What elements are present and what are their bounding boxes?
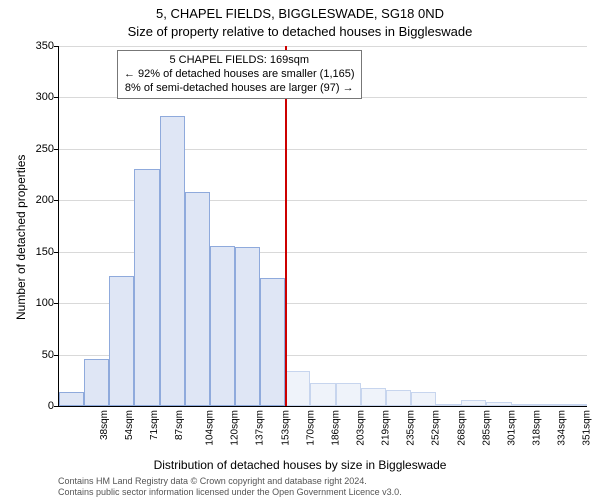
- xtick-label: 252sqm: [431, 410, 442, 446]
- xtick-label: 170sqm: [305, 410, 316, 446]
- histogram-bar: [310, 383, 335, 406]
- histogram-bar: [461, 400, 486, 406]
- histogram-bar: [336, 383, 361, 406]
- attribution-line1: Contains HM Land Registry data © Crown c…: [58, 476, 402, 487]
- chart-title-sub: Size of property relative to detached ho…: [0, 24, 600, 39]
- xtick-label: 285sqm: [481, 410, 492, 446]
- ytick-label: 350: [14, 40, 54, 52]
- histogram-bar: [260, 278, 285, 406]
- chart-container: 5, CHAPEL FIELDS, BIGGLESWADE, SG18 0ND …: [0, 0, 600, 500]
- xtick-label: 203sqm: [356, 410, 367, 446]
- xtick-label: 71sqm: [149, 410, 160, 440]
- ytick-mark: [54, 406, 58, 407]
- histogram-bar: [436, 404, 461, 406]
- ytick-label: 100: [14, 297, 54, 309]
- histogram-bar: [84, 359, 109, 406]
- histogram-bar: [386, 390, 411, 406]
- xtick-label: 54sqm: [124, 410, 135, 440]
- ytick-label: 50: [14, 349, 54, 361]
- histogram-bar: [411, 392, 436, 406]
- chart-title-main: 5, CHAPEL FIELDS, BIGGLESWADE, SG18 0ND: [0, 6, 600, 21]
- annotation-line: 5 CHAPEL FIELDS: 169sqm: [124, 54, 355, 68]
- attribution-line2: Contains public sector information licen…: [58, 487, 402, 498]
- ytick-label: 0: [14, 400, 54, 412]
- gridline: [59, 46, 587, 47]
- reference-line: [285, 46, 287, 406]
- histogram-bar: [512, 404, 537, 406]
- histogram-bar: [285, 371, 310, 406]
- ytick-mark: [54, 46, 58, 47]
- y-axis-label: Number of detached properties: [14, 155, 28, 320]
- xtick-label: 104sqm: [205, 410, 216, 446]
- xtick-label: 120sqm: [230, 410, 241, 446]
- ytick-label: 150: [14, 246, 54, 258]
- xtick-label: 87sqm: [174, 410, 185, 440]
- xtick-label: 301sqm: [506, 410, 517, 446]
- histogram-bar: [235, 247, 260, 406]
- xtick-label: 186sqm: [330, 410, 341, 446]
- x-axis-label: Distribution of detached houses by size …: [0, 458, 600, 472]
- xtick-label: 318sqm: [532, 410, 543, 446]
- ytick-mark: [54, 355, 58, 356]
- attribution-text: Contains HM Land Registry data © Crown c…: [58, 476, 402, 498]
- ytick-label: 300: [14, 91, 54, 103]
- xtick-label: 219sqm: [381, 410, 392, 446]
- ytick-mark: [54, 303, 58, 304]
- ytick-mark: [54, 97, 58, 98]
- xtick-label: 268sqm: [456, 410, 467, 446]
- xtick-label: 351sqm: [582, 410, 593, 446]
- gridline: [59, 149, 587, 150]
- histogram-bar: [59, 392, 84, 406]
- histogram-bar: [361, 388, 386, 407]
- annotation-line: ← 92% of detached houses are smaller (1,…: [124, 68, 355, 82]
- histogram-bar: [537, 404, 562, 406]
- xtick-label: 137sqm: [255, 410, 266, 446]
- xtick-label: 235sqm: [406, 410, 417, 446]
- ytick-mark: [54, 252, 58, 253]
- histogram-bar: [210, 246, 235, 406]
- histogram-bar: [160, 116, 185, 406]
- histogram-bar: [486, 402, 511, 406]
- ytick-label: 250: [14, 143, 54, 155]
- ytick-label: 200: [14, 194, 54, 206]
- annotation-box: 5 CHAPEL FIELDS: 169sqm← 92% of detached…: [117, 50, 362, 99]
- xtick-label: 334sqm: [557, 410, 568, 446]
- xtick-label: 153sqm: [280, 410, 291, 446]
- histogram-bar: [185, 192, 210, 406]
- histogram-bar: [109, 276, 134, 406]
- histogram-bar: [134, 169, 159, 406]
- ytick-mark: [54, 149, 58, 150]
- histogram-bar: [562, 404, 587, 406]
- annotation-line: 8% of semi-detached houses are larger (9…: [124, 82, 355, 96]
- plot-area: 5 CHAPEL FIELDS: 169sqm← 92% of detached…: [58, 46, 587, 407]
- xtick-label: 38sqm: [99, 410, 110, 440]
- ytick-mark: [54, 200, 58, 201]
